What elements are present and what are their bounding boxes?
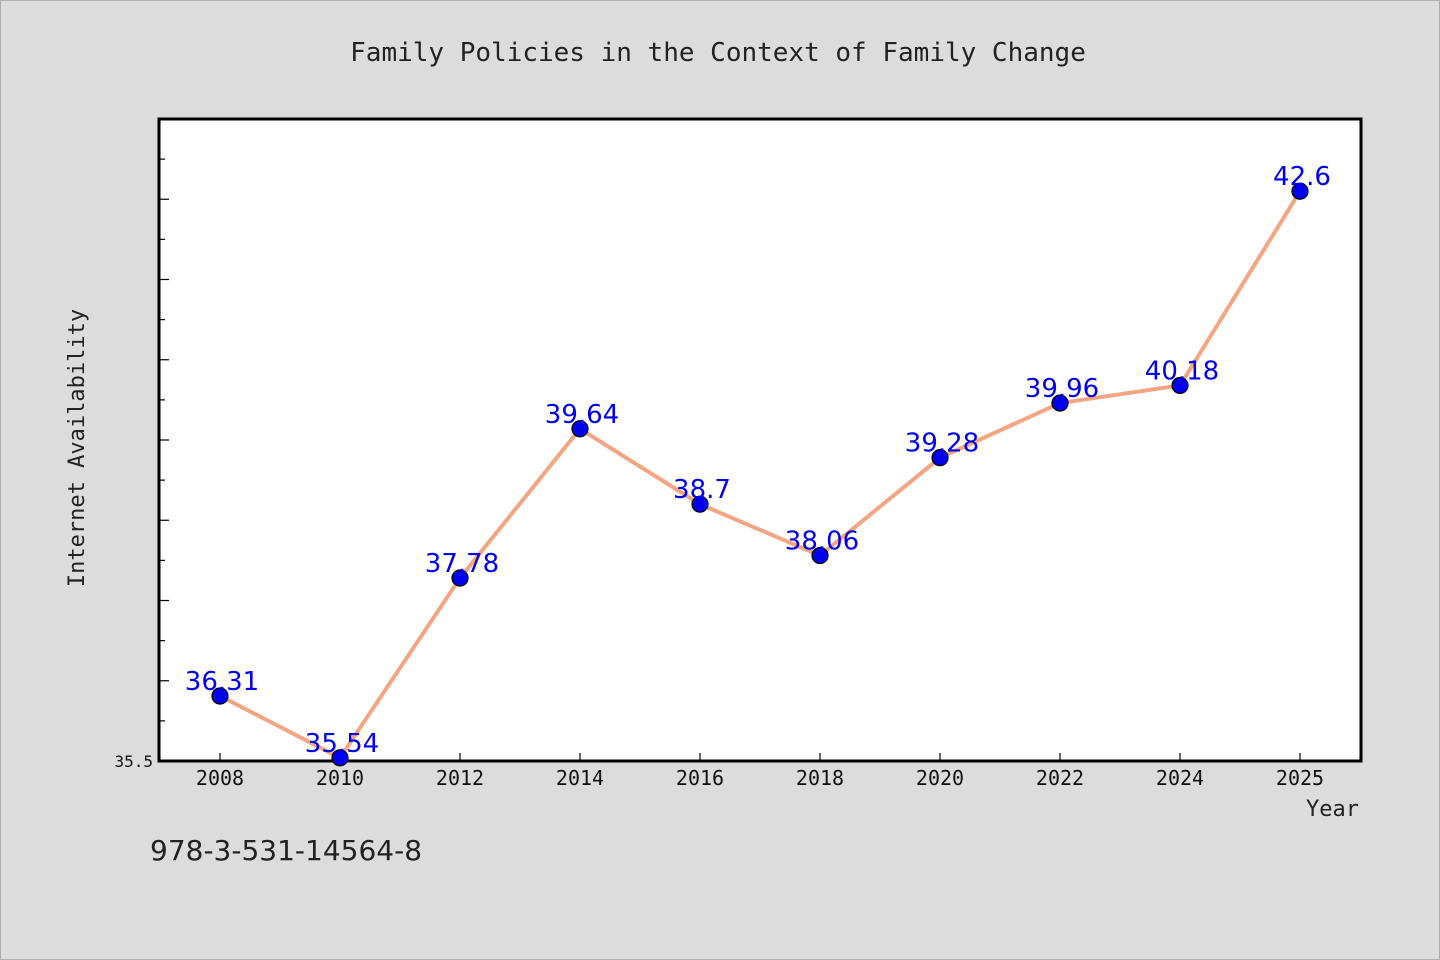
data-point-marker: [1171, 376, 1189, 395]
x-tick-label: 2010: [316, 766, 364, 790]
data-point-marker: [931, 449, 949, 467]
data-point-marker: [1291, 182, 1309, 200]
chart-title: Family Policies in the Context of Family…: [350, 38, 1086, 68]
y-axis-label: Internet Availability: [65, 309, 90, 587]
data-label: 39.64: [545, 400, 619, 430]
data-labels: 36.31 35.54 37.78 39.64 38.7 38.06 39.28 39.96 4…: [185, 162, 1331, 759]
data-label: 39.28: [905, 429, 979, 459]
data-label: 37.78: [425, 549, 499, 579]
data-point-marker: [1051, 394, 1069, 412]
data-point-marker: [811, 546, 829, 565]
data-markers: [211, 182, 1309, 767]
x-tick-label: 2024: [1156, 766, 1204, 790]
data-point-marker: [211, 687, 229, 705]
data-point-marker: [331, 749, 349, 767]
isbn-footer: 978-3-531-14564-8: [150, 834, 423, 867]
data-point-marker: [451, 569, 469, 587]
data-label: 36.31: [185, 667, 259, 697]
plot-area: [157, 117, 1363, 763]
data-label: 39.96: [1025, 374, 1099, 404]
series-line-group: [218, 189, 1302, 760]
series-line: [218, 189, 1302, 760]
data-label: 40.18: [1145, 356, 1219, 386]
y-tick-label: 35.5: [114, 752, 153, 771]
x-tick-label: 2022: [1036, 766, 1084, 790]
x-axis-ticks: 2008 2010 2012 2014 2016 2018 2020 2022 2024 2025: [196, 753, 1324, 790]
x-tick-label: 2008: [196, 766, 244, 790]
y-axis-ticks: 35.5: [114, 118, 169, 771]
data-point-marker: [571, 420, 589, 438]
data-label: 38.06: [785, 527, 859, 557]
x-tick-label: 2014: [556, 766, 604, 790]
data-label: 42.6: [1273, 162, 1331, 192]
x-axis-label: Year: [1306, 797, 1359, 822]
data-point-marker: [691, 495, 709, 513]
x-tick-label: 2018: [796, 766, 844, 790]
data-label: 35.54: [305, 729, 379, 759]
x-tick-label: 2016: [676, 766, 724, 790]
x-tick-label: 2025: [1276, 766, 1324, 790]
x-tick-label: 2020: [916, 766, 964, 790]
data-label: 38.7: [673, 475, 731, 505]
x-tick-label: 2012: [436, 766, 484, 790]
